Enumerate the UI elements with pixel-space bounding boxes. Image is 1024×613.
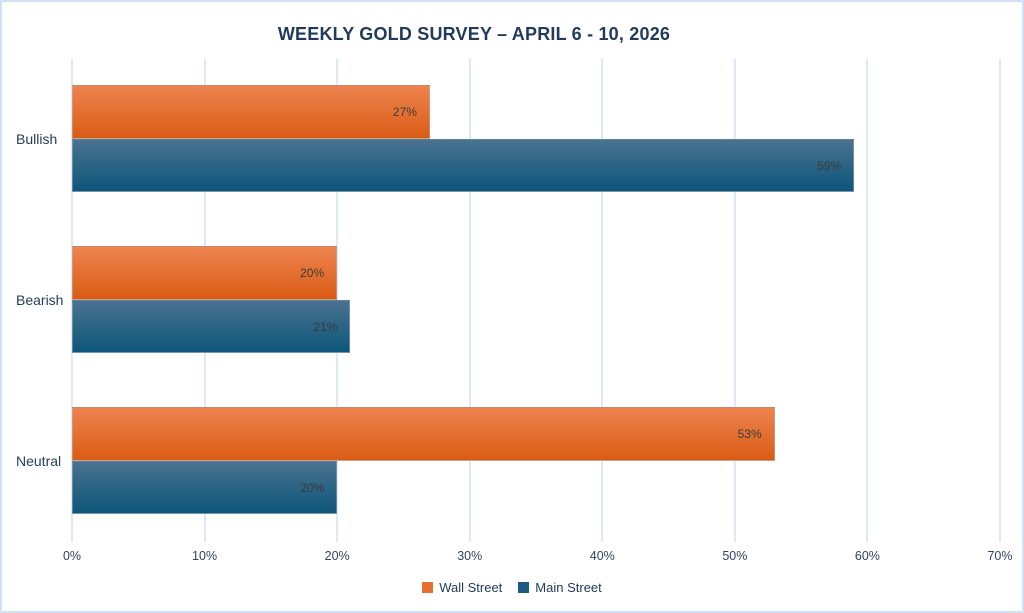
bar-data-label: 27%: [392, 105, 417, 119]
category-label-bullish: Bullish: [16, 131, 58, 147]
legend-swatch-wall-street: [422, 582, 434, 593]
category-label-neutral: Neutral: [16, 453, 62, 469]
x-tick-0-: 0%: [62, 549, 82, 563]
bar-data-label: 21%: [313, 319, 338, 334]
x-tick-70-: 70%: [987, 549, 1013, 563]
x-tick-20-: 20%: [324, 549, 350, 563]
bar-wall-street-bullish: 27%: [72, 85, 430, 139]
bar-data-label: 20%: [300, 266, 325, 280]
x-tick-40-: 40%: [589, 549, 615, 563]
gridline-60-: [866, 59, 869, 542]
bar-main-street-bearish: 21%: [72, 300, 351, 353]
gridline-30-: [468, 59, 471, 542]
plot-area: 27% 59% 20% 21% 53% 20% Bullish Bearish Neutral: [16, 59, 1001, 542]
bar-main-street-neutral: 20%: [72, 461, 338, 514]
gridline-50-: [733, 59, 736, 542]
category-label-bearish: Bearish: [16, 292, 64, 308]
bar-main-street-bullish: 59%: [72, 139, 855, 192]
bar-wall-street-bearish: 20%: [72, 246, 338, 300]
gridline-70-: [999, 59, 1001, 542]
legend-swatch-main-street: [518, 582, 530, 593]
bar-data-label: 20%: [300, 480, 325, 495]
x-tick-10-: 10%: [192, 549, 218, 563]
legend-item-wall-street: Wall Street: [422, 580, 502, 595]
chart-title: WEEKLY GOLD SURVEY – APRIL 6 - 10, 2026: [277, 24, 671, 44]
legend-item-main-street: Main Street: [518, 580, 602, 595]
bar-data-label: 53%: [737, 427, 762, 441]
gridline-40-: [601, 59, 604, 542]
bar-wall-street-neutral: 53%: [72, 407, 775, 461]
legend: Wall Street Main Street: [2, 580, 1022, 595]
legend-label: Wall Street: [439, 580, 503, 595]
bar-data-label: 59%: [817, 158, 842, 173]
legend-label: Main Street: [535, 580, 602, 595]
x-tick-30-: 30%: [457, 549, 483, 563]
x-tick-50-: 50%: [722, 549, 748, 563]
x-tick-60-: 60%: [854, 549, 880, 563]
